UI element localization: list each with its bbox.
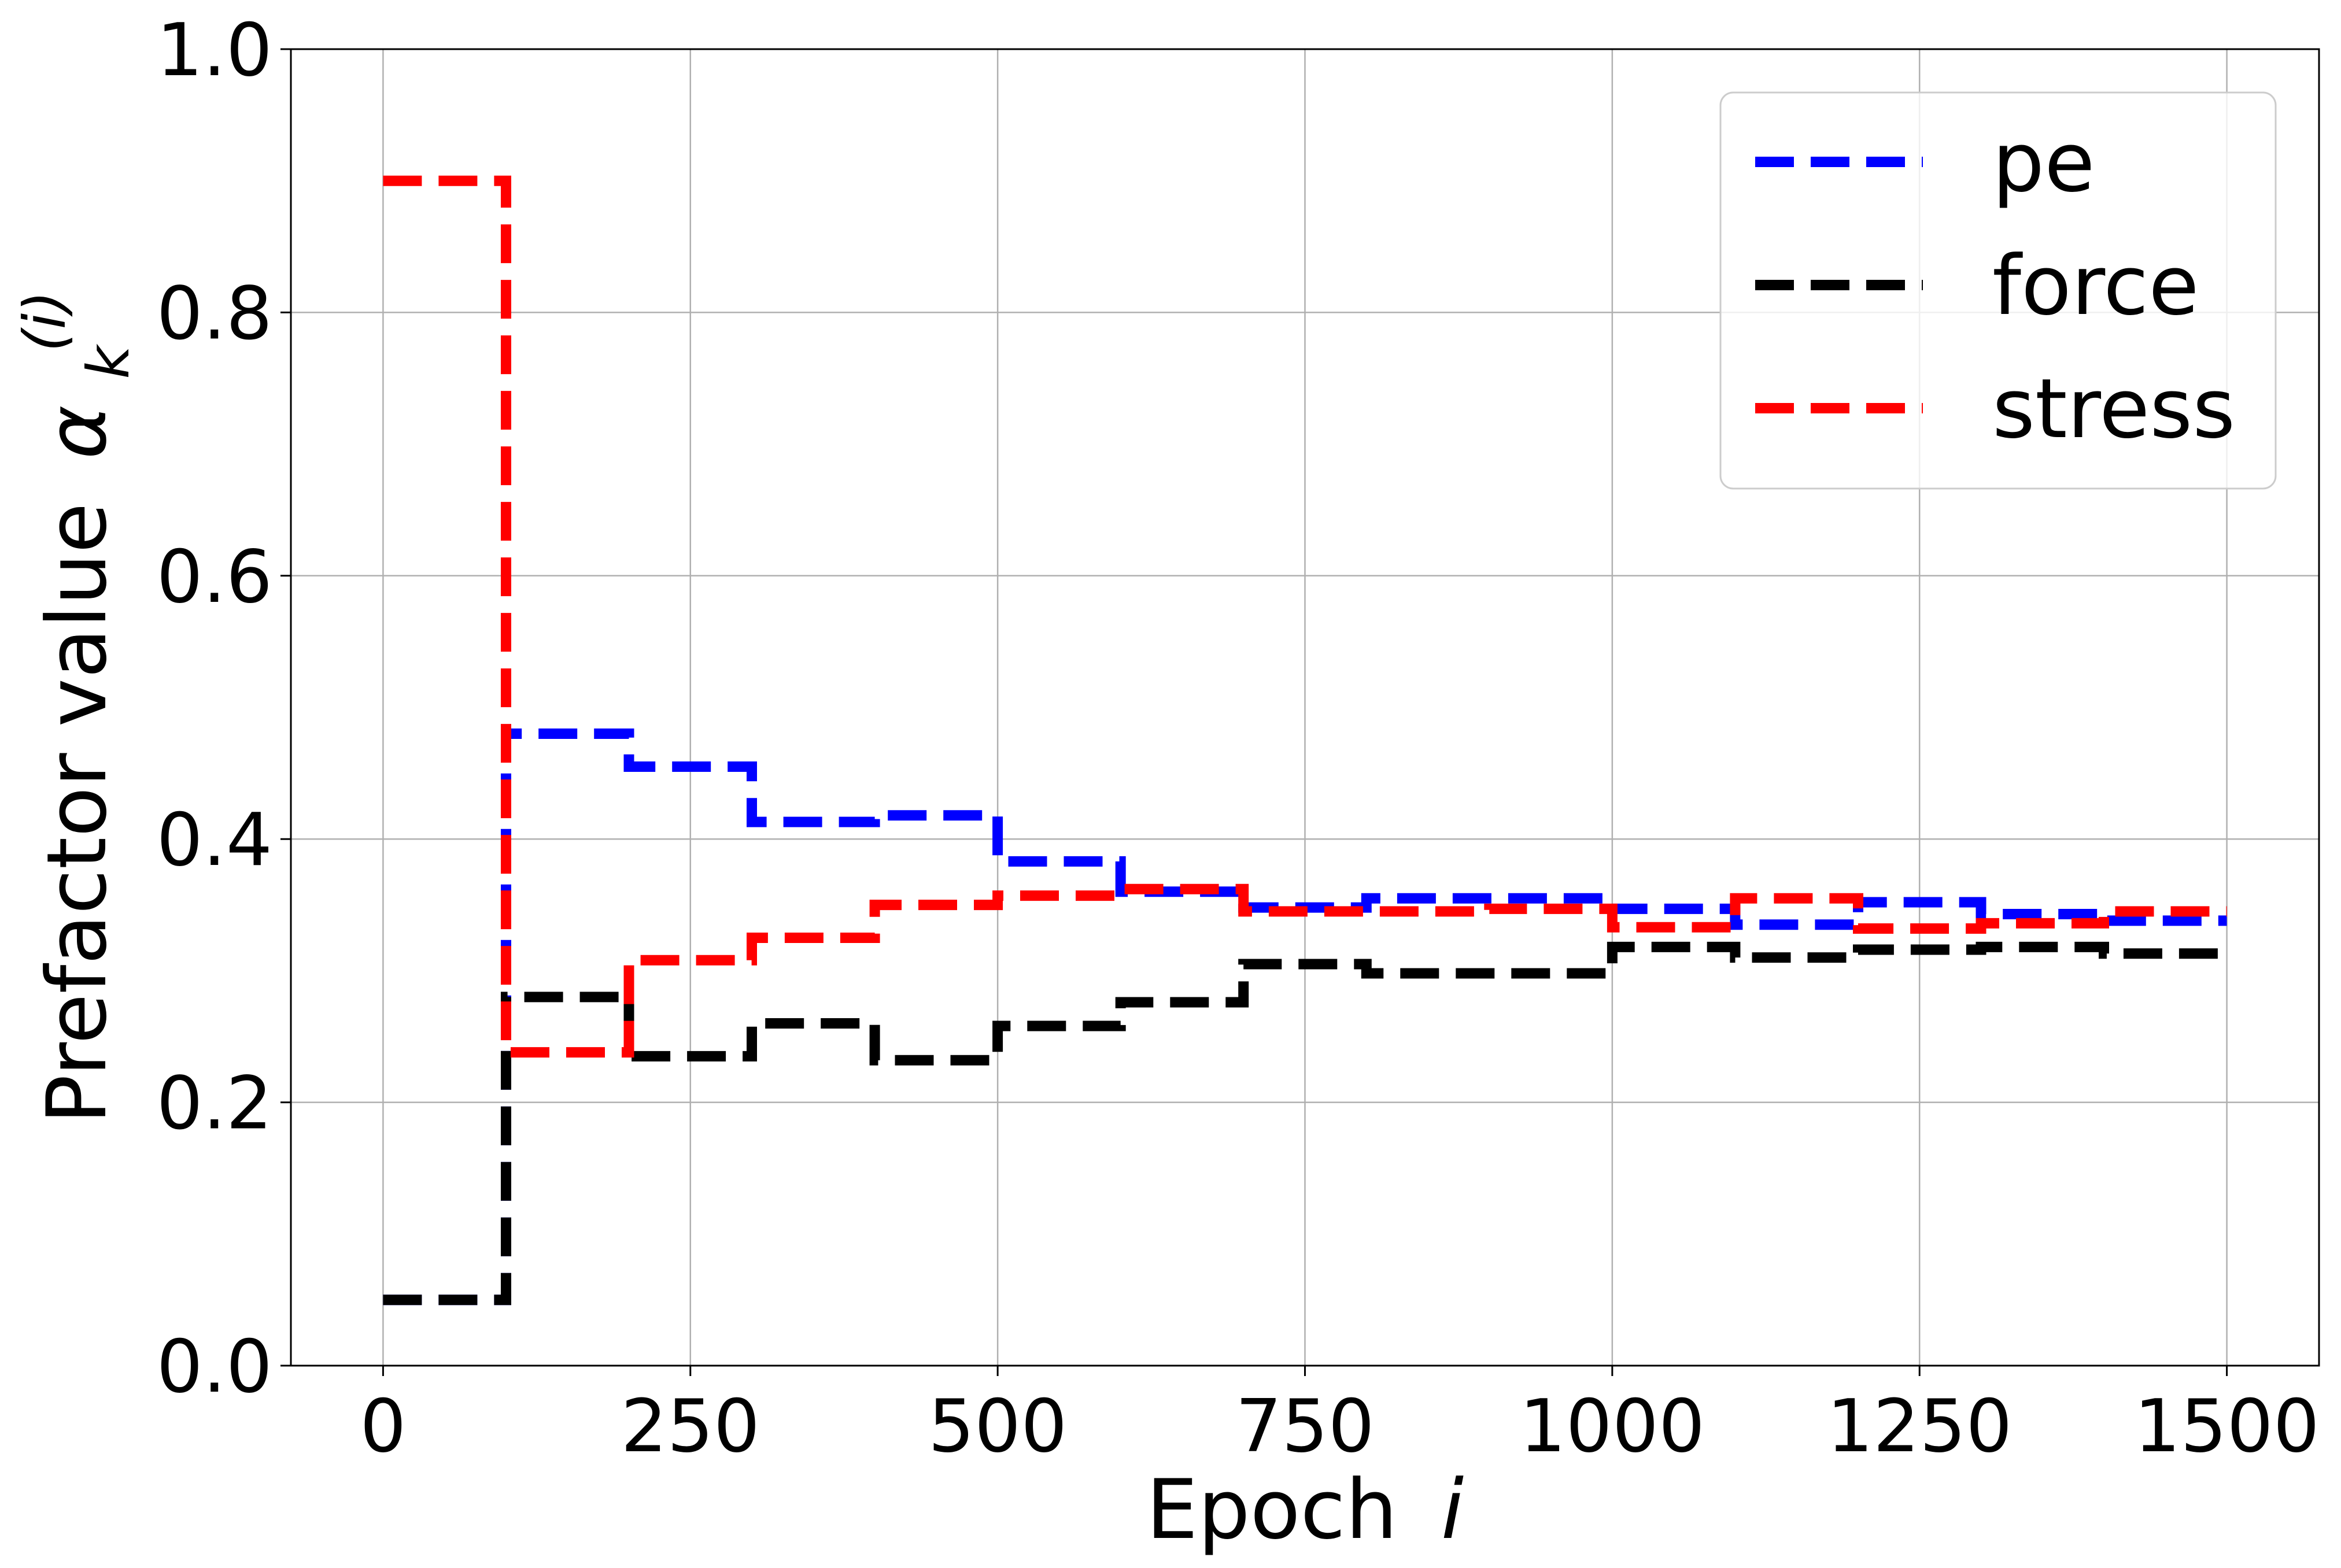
y-tick-label: 0.8 — [157, 271, 272, 356]
y-tick-label: 1.0 — [157, 8, 272, 93]
legend-label-stress: stress — [1992, 361, 2235, 457]
x-tick-label: 1000 — [1520, 1384, 1705, 1469]
legend-items: pe force stress — [1755, 115, 2235, 457]
y-axis-label: Prefactor value α k (i) — [11, 291, 148, 1125]
legend-label-force: force — [1992, 238, 2199, 334]
series-lines — [383, 175, 2227, 1306]
legend-label-pe: pe — [1992, 115, 2095, 210]
x-tick-label: 0 — [360, 1384, 406, 1469]
x-tick-label: 1500 — [2134, 1384, 2320, 1469]
y-axis-label-text: Prefactor value — [29, 502, 125, 1124]
y-axis-label-symbol: α — [29, 405, 125, 460]
x-tick-label: 750 — [1235, 1384, 1375, 1469]
legend: pe force stress — [1719, 91, 2277, 490]
series-line-stress — [383, 175, 2227, 1058]
x-tick-label: 1250 — [1827, 1384, 2013, 1469]
y-tick-label: 0.4 — [157, 797, 272, 882]
y-tick-label: 0.2 — [157, 1061, 272, 1146]
x-axis-label-var: i — [1441, 1462, 1464, 1558]
x-tick-label: 500 — [928, 1384, 1068, 1469]
y-axis-label-superscript: (i) — [11, 291, 79, 352]
legend-box — [1719, 91, 2277, 490]
y-tick-label: 0.0 — [157, 1324, 272, 1409]
y-axis-label-subscript: k — [75, 343, 142, 379]
axis-ticks: 0 250 500 750 1000 1250 1500 0.0 0.2 0.4 0.6 0.8 1.0 — [157, 8, 2320, 1469]
series-line-force — [383, 941, 2227, 1306]
y-tick-label: 0.6 — [157, 534, 272, 619]
x-axis-label: Epoch i — [1146, 1462, 1464, 1558]
x-axis-label-text: Epoch — [1146, 1462, 1398, 1558]
x-tick-label: 250 — [621, 1384, 760, 1469]
